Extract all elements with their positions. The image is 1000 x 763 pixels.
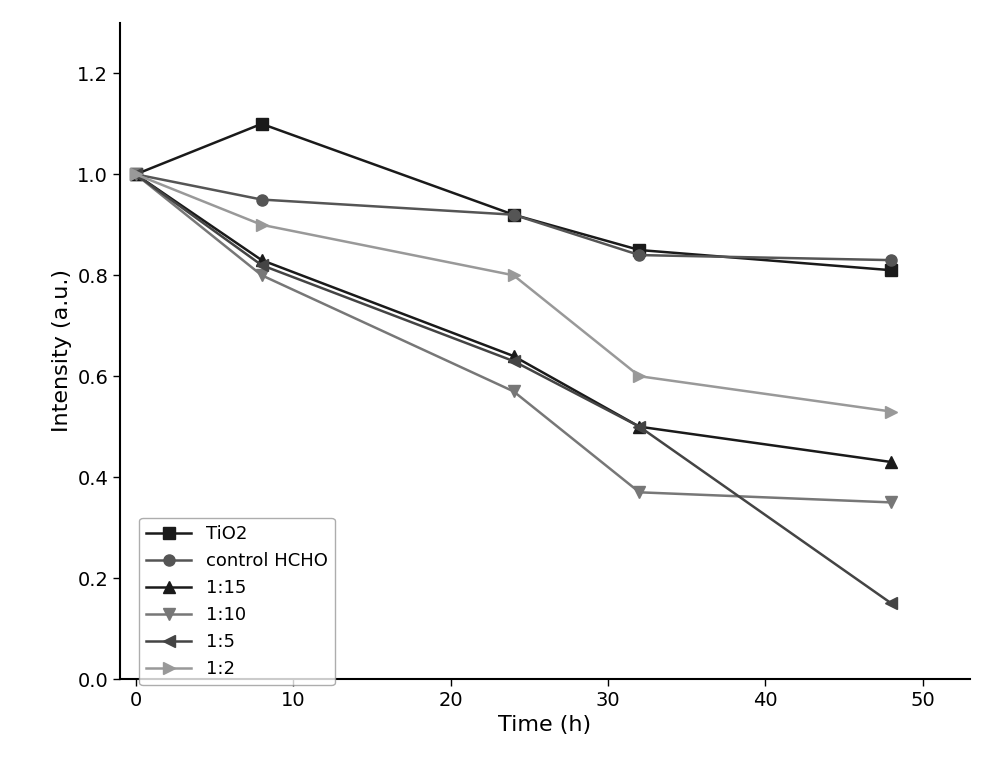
- Line: control HCHO: control HCHO: [130, 169, 897, 266]
- 1:15: [508, 352, 520, 361]
- Legend: TiO2, control HCHO, 1:15, 1:10, 1:5, 1:2: TiO2, control HCHO, 1:15, 1:10, 1:5, 1:2: [139, 518, 335, 685]
- 1:15: [130, 169, 142, 179]
- TiO2: [256, 119, 268, 128]
- 1:2: [130, 169, 142, 179]
- 1:5: [885, 599, 897, 608]
- 1:5: [508, 356, 520, 365]
- control HCHO: [256, 195, 268, 204]
- control HCHO: [633, 250, 645, 259]
- 1:10: [508, 387, 520, 396]
- Line: 1:2: 1:2: [130, 169, 897, 417]
- 1:5: [633, 422, 645, 431]
- 1:2: [508, 271, 520, 280]
- 1:2: [885, 407, 897, 416]
- TiO2: [885, 266, 897, 275]
- 1:2: [633, 372, 645, 381]
- TiO2: [633, 246, 645, 255]
- Line: 1:10: 1:10: [130, 169, 897, 508]
- X-axis label: Time (h): Time (h): [498, 716, 592, 736]
- Line: 1:5: 1:5: [130, 169, 897, 609]
- 1:15: [885, 458, 897, 467]
- 1:10: [885, 497, 897, 507]
- 1:5: [256, 261, 268, 270]
- Line: TiO2: TiO2: [130, 118, 897, 275]
- control HCHO: [130, 169, 142, 179]
- Y-axis label: Intensity (a.u.): Intensity (a.u.): [52, 269, 72, 433]
- 1:10: [256, 271, 268, 280]
- 1:15: [633, 422, 645, 431]
- Line: 1:15: 1:15: [130, 169, 897, 468]
- 1:10: [130, 169, 142, 179]
- TiO2: [508, 210, 520, 219]
- 1:5: [130, 169, 142, 179]
- 1:15: [256, 256, 268, 265]
- 1:10: [633, 488, 645, 497]
- control HCHO: [508, 210, 520, 219]
- control HCHO: [885, 256, 897, 265]
- 1:2: [256, 221, 268, 230]
- TiO2: [130, 169, 142, 179]
